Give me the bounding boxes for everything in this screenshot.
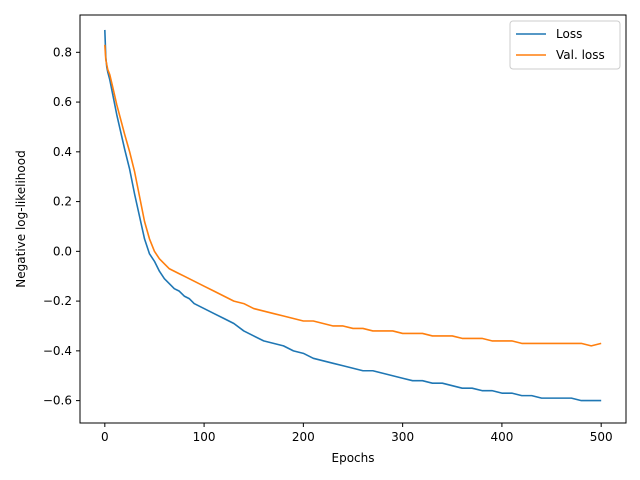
plot-frame [79,14,627,424]
ticks: 0 100 200 300 400 500 −0.6 −0.4 −0.2 0.0 0.2 0.4 0.6… [43,45,613,444]
x-tick-label: 100 [193,430,216,444]
y-tick-label: 0.8 [53,45,72,59]
plot-background [80,15,626,423]
y-tick-label: −0.2 [43,294,72,308]
x-tick-label: 0 [101,430,109,444]
y-tick-label: −0.6 [43,394,72,408]
x-tick-label: 300 [391,430,414,444]
series-line-loss [104,29,602,402]
y-tick-label: 0.6 [53,95,72,109]
legend: Loss Val. loss [509,20,621,70]
y-tick-label: 0.2 [53,195,72,209]
x-tick-label: 500 [590,430,613,444]
legend-label-val-loss: Val. loss [556,48,605,62]
series-line-val-loss [104,44,602,347]
series-lines [104,29,602,402]
legend-box [509,20,621,70]
legend-label-loss: Loss [556,27,582,41]
y-tick-label: 0.4 [53,145,72,159]
y-tick-label: 0.0 [53,244,72,258]
y-axis-label: Negative log-likelihood [14,150,28,287]
x-tick-label: 400 [490,430,513,444]
x-tick-label: 200 [292,430,315,444]
x-axis-label: Epochs [332,451,375,465]
y-tick-label: −0.4 [43,344,72,358]
